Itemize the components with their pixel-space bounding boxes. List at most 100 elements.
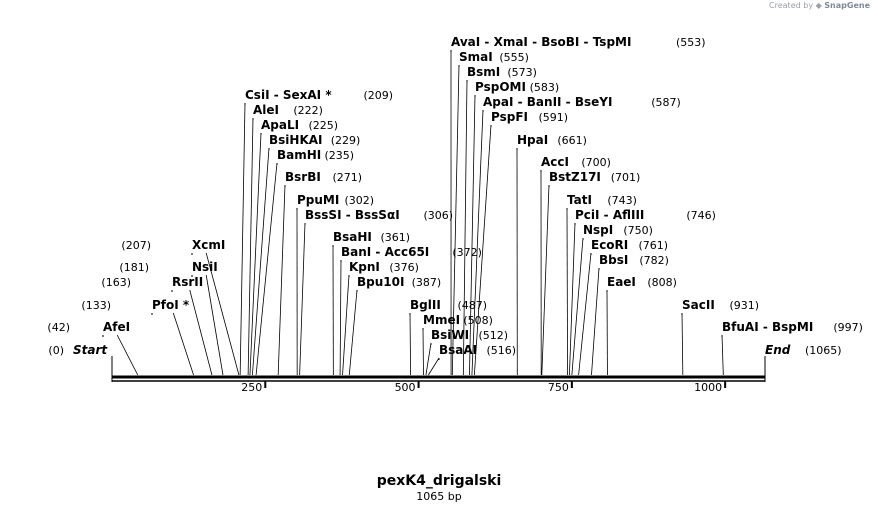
site-connector-line (205, 274, 224, 376)
site-connector-line (299, 222, 306, 376)
site-position: (163) (101, 276, 131, 289)
site-name: BsrBI (285, 170, 321, 184)
site-position: (750) (623, 224, 653, 237)
site-name: PpuMI (297, 193, 339, 207)
site-connector-line (578, 252, 592, 376)
site-name: BfuAI - BspMI (722, 320, 813, 334)
site-position: (700) (581, 156, 611, 169)
site-connector-line (451, 64, 460, 376)
site-position: (387) (412, 276, 442, 289)
end-label: End (765, 343, 791, 357)
site-position: (512) (479, 329, 509, 342)
site-name: AccI (541, 155, 569, 169)
site-connector-line (348, 289, 358, 376)
site-name: RsrII (172, 275, 203, 289)
plasmid-length: 1065 bp (416, 490, 462, 503)
site-connector-line (339, 259, 342, 376)
site-connector-line (116, 334, 139, 376)
site-position: (222) (293, 104, 323, 117)
ruler-tick-label: 500 (395, 381, 416, 394)
site-position: (361) (381, 231, 411, 244)
site-name: SmaI (459, 50, 493, 64)
site-position: (271) (333, 171, 363, 184)
site-connector-line (471, 109, 484, 376)
snapgene-logo-icon: ◆ (815, 1, 822, 10)
site-connector-line (462, 79, 468, 376)
site-position: (207) (121, 239, 151, 252)
site-connector-line (473, 124, 492, 376)
site-connector-line (172, 312, 194, 376)
site-name: BanI - Acc65I (341, 245, 429, 259)
site-position: (761) (639, 239, 669, 252)
site-position: (372) (452, 246, 482, 259)
ruler-tick-label: 250 (241, 381, 262, 394)
site-position: (209) (364, 89, 394, 102)
ruler-tick-label: 750 (548, 381, 569, 394)
site-name: BsaAI (439, 343, 477, 357)
site-name: Bpu10I (357, 275, 404, 289)
site-position: (306) (424, 209, 454, 222)
site-connector-line (249, 132, 262, 376)
site-name: HpaI (517, 133, 548, 147)
site-position: (225) (309, 119, 339, 132)
site-position: (516) (487, 344, 517, 357)
site-connector-line (255, 162, 278, 376)
site-name: XcmI (192, 238, 225, 252)
site-name: EaeI (607, 275, 636, 289)
site-position: (583) (530, 81, 560, 94)
site-name: ApaI - BanII - BseYI (483, 95, 612, 109)
site-connector-line (205, 252, 240, 376)
site-name: PciI - AflIII (575, 208, 644, 222)
site-name: TatI (567, 193, 592, 207)
site-connector-line (277, 184, 286, 376)
credit-prefix: Created by (769, 1, 814, 10)
site-connector-line (469, 94, 476, 376)
plasmid-name: pexK4_drigalski (376, 473, 502, 489)
site-position: (133) (81, 299, 111, 312)
site-position: (808) (647, 276, 677, 289)
site-connector-line (247, 117, 254, 376)
site-position: (591) (539, 111, 569, 124)
start-position: (0) (48, 344, 64, 357)
site-name: CsiI - SexAI * (245, 88, 332, 102)
site-name: ApaLI (261, 118, 299, 132)
site-position: (573) (507, 66, 537, 79)
site-position: (587) (651, 96, 681, 109)
site-position: (235) (325, 149, 355, 162)
site-name: BsaHI (333, 230, 372, 244)
site-connector-line (428, 357, 440, 376)
site-name: KpnI (349, 260, 380, 274)
site-name: BsmI (467, 65, 500, 79)
site-name: BsiWI (431, 328, 469, 342)
site-name: AfeI (103, 320, 130, 334)
site-position: (376) (389, 261, 419, 274)
site-position: (997) (833, 321, 863, 334)
site-connector-line (252, 147, 270, 376)
site-position: (229) (331, 134, 361, 147)
site-name: AvaI - XmaI - BsoBI - TspMI (451, 35, 631, 49)
site-name: NsiI (192, 260, 218, 274)
site-position: (487) (458, 299, 488, 312)
site-name: BsiHKAI (269, 133, 323, 147)
site-position: (746) (686, 209, 716, 222)
site-connector-line (189, 289, 213, 376)
site-connector-line (541, 184, 550, 376)
start-label: Start (73, 343, 108, 357)
site-position: (701) (611, 171, 641, 184)
ruler-tick-label: 1000 (694, 381, 722, 394)
end-position: (1065) (805, 344, 842, 357)
site-name: EcoRI (591, 238, 628, 252)
site-name: BstZ17I (549, 170, 601, 184)
site-connector-line (239, 102, 246, 376)
site-connector-line (681, 312, 684, 376)
site-name: NspI (583, 223, 613, 237)
site-connector-line (409, 312, 412, 376)
site-position: (743) (607, 194, 637, 207)
site-position: (553) (676, 36, 706, 49)
site-name: BssSI - BssSαI (305, 208, 400, 222)
site-position: (661) (557, 134, 587, 147)
site-connector-line (569, 222, 576, 376)
site-name: MmeI (423, 313, 460, 327)
site-connector-line (721, 334, 724, 376)
site-name: BbsI (599, 253, 628, 267)
